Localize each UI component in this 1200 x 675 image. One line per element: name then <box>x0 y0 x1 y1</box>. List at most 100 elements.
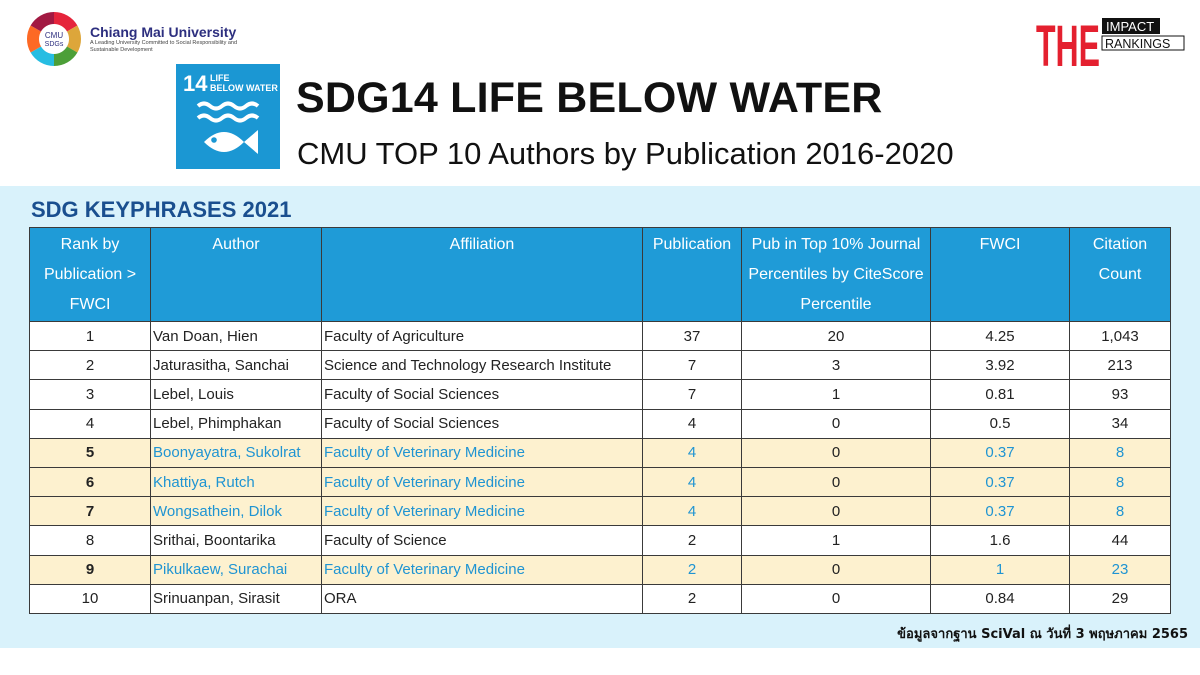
cell-rank: 5 <box>29 437 151 468</box>
cell-fwci: 0.37 <box>930 437 1070 468</box>
the-logo-letters: THE <box>1036 16 1100 68</box>
cell-fwci: 0.5 <box>930 408 1070 439</box>
cell-citation: 1,043 <box>1069 320 1171 352</box>
cell-affiliation: Faculty of Social Sciences <box>321 408 643 439</box>
cell-author: Srinuanpan, Sirasit <box>150 583 322 614</box>
cell-top10: 0 <box>741 466 931 498</box>
cell-affiliation: Faculty of Agriculture <box>321 320 643 352</box>
cell-publication: 7 <box>642 350 742 381</box>
data-source-footnote: ข้อมูลจากฐาน SciVal ณ วันที่ 3 พฤษภาคม 2… <box>897 627 1188 642</box>
col-header-top10: Pub in Top 10% Journal Percentiles by Ci… <box>741 227 931 322</box>
col-header-publication: Publication <box>642 227 742 322</box>
the-impact-rankings-logo: THE IMPACT RANKINGS <box>1036 16 1185 68</box>
cell-author: Boonyayatra, Sukolrat <box>150 437 322 468</box>
cell-fwci: 0.37 <box>930 466 1070 498</box>
cell-top10: 0 <box>741 554 931 585</box>
cell-rank: 8 <box>29 525 151 556</box>
life-below-water-icon: 14 LIFE BELOW WATER <box>183 71 278 154</box>
col-header-author: Author <box>150 227 322 322</box>
table-row: 4 Lebel, Phimphakan Faculty of Social Scie… <box>29 408 1171 439</box>
cell-publication: 4 <box>642 496 742 527</box>
cell-affiliation: Faculty of Social Sciences <box>321 379 643 410</box>
cell-top10: 1 <box>741 525 931 556</box>
table-row: 8 Srithai, Boontarika Faculty of Science 2 1… <box>29 525 1171 556</box>
cell-top10: 20 <box>741 320 931 352</box>
cell-author: Jaturasitha, Sanchai <box>150 350 322 381</box>
cell-rank: 9 <box>29 554 151 585</box>
cell-rank: 2 <box>29 350 151 381</box>
table-row: 9 Pikulkaew, Surachai Faculty of Veterinar… <box>29 554 1171 585</box>
cell-publication: 4 <box>642 408 742 439</box>
cell-fwci: 0.84 <box>930 583 1070 614</box>
cmu-sdgs-wheel-icon: CMU SDGs <box>26 11 82 67</box>
cell-publication: 4 <box>642 437 742 468</box>
cell-rank: 1 <box>29 320 151 352</box>
table-row: 10 Srinuanpan, Sirasit ORA 2 0 0.84 29 <box>29 583 1171 614</box>
cell-citation: 29 <box>1069 583 1171 614</box>
cell-publication: 37 <box>642 320 742 352</box>
cell-publication: 7 <box>642 379 742 410</box>
cell-affiliation: Faculty of Science <box>321 525 643 556</box>
col-header-affiliation: Affiliation <box>321 227 643 322</box>
cell-citation: 34 <box>1069 408 1171 439</box>
cell-fwci: 0.37 <box>930 496 1070 527</box>
cell-rank: 3 <box>29 379 151 410</box>
table-row: 3 Lebel, Louis Faculty of Social Sciences 7… <box>29 379 1171 410</box>
page-title: SDG14 LIFE BELOW WATER <box>296 74 883 122</box>
top-authors-table: Rank by Publication > FWCI Author Affili… <box>29 227 1171 614</box>
cell-rank: 4 <box>29 408 151 439</box>
table-row: 1 Van Doan, Hien Faculty of Agriculture 37 2… <box>29 320 1171 352</box>
page-subtitle: CMU TOP 10 Authors by Publication 2016-2… <box>297 136 954 171</box>
sdg-tile-line2: BELOW WATER <box>210 83 278 93</box>
cell-citation: 8 <box>1069 466 1171 498</box>
cell-top10: 3 <box>741 350 931 381</box>
cell-publication: 2 <box>642 525 742 556</box>
cell-fwci: 3.92 <box>930 350 1070 381</box>
cell-fwci: 1.6 <box>930 525 1070 556</box>
cell-publication: 4 <box>642 466 742 498</box>
cell-publication: 2 <box>642 554 742 585</box>
table-row: 7 Wongsathein, Dilok Faculty of Veterinary… <box>29 496 1171 527</box>
cell-citation: 93 <box>1069 379 1171 410</box>
cell-rank: 6 <box>29 466 151 498</box>
cell-citation: 8 <box>1069 437 1171 468</box>
cell-fwci: 0.81 <box>930 379 1070 410</box>
cell-affiliation: Science and Technology Research Institut… <box>321 350 643 381</box>
cmu-badge-line1: CMU <box>45 31 63 40</box>
cmu-badge-line2: SDGs <box>45 41 64 48</box>
sdg14-tile: 14 LIFE BELOW WATER <box>176 64 280 169</box>
the-logo-line2: RANKINGS <box>1105 37 1170 51</box>
cell-citation: 44 <box>1069 525 1171 556</box>
cell-author: Lebel, Phimphakan <box>150 408 322 439</box>
cell-citation: 23 <box>1069 554 1171 585</box>
cell-author: Pikulkaew, Surachai <box>150 554 322 585</box>
table-row: 2 Jaturasitha, Sanchai Science and Technol… <box>29 350 1171 381</box>
table-row: 6 Khattiya, Rutch Faculty of Veterinary Me… <box>29 466 1171 498</box>
col-header-rank: Rank by Publication > FWCI <box>29 227 151 322</box>
the-logo-line1: IMPACT <box>1106 19 1154 34</box>
table-header-row: Rank by Publication > FWCI Author Affili… <box>29 227 1171 322</box>
col-header-fwci: FWCI <box>930 227 1070 322</box>
cell-affiliation: Faculty of Veterinary Medicine <box>321 496 643 527</box>
cell-affiliation: Faculty of Veterinary Medicine <box>321 437 643 468</box>
cell-top10: 0 <box>741 408 931 439</box>
sdg-tile-number: 14 <box>183 71 208 96</box>
cell-fwci: 4.25 <box>930 320 1070 352</box>
cell-affiliation: ORA <box>321 583 643 614</box>
university-name: Chiang Mai University <box>90 24 237 40</box>
section-label: SDG KEYPHRASES 2021 <box>31 197 292 222</box>
cell-author: Khattiya, Rutch <box>150 466 322 498</box>
cell-author: Van Doan, Hien <box>150 320 322 352</box>
cell-rank: 7 <box>29 496 151 527</box>
cell-fwci: 1 <box>930 554 1070 585</box>
cell-top10: 0 <box>741 437 931 468</box>
cell-author: Srithai, Boontarika <box>150 525 322 556</box>
table-row: 5 Boonyayatra, Sukolrat Faculty of Veterin… <box>29 437 1171 468</box>
sdg-tile-line1: LIFE <box>210 73 230 83</box>
cell-affiliation: Faculty of Veterinary Medicine <box>321 554 643 585</box>
cell-citation: 8 <box>1069 496 1171 527</box>
cell-top10: 0 <box>741 496 931 527</box>
university-tagline: A Leading University Committed to Social… <box>90 40 238 53</box>
cell-rank: 10 <box>29 583 151 614</box>
cmu-logo: CMU SDGs Chiang Mai University A Leading… <box>26 11 286 67</box>
